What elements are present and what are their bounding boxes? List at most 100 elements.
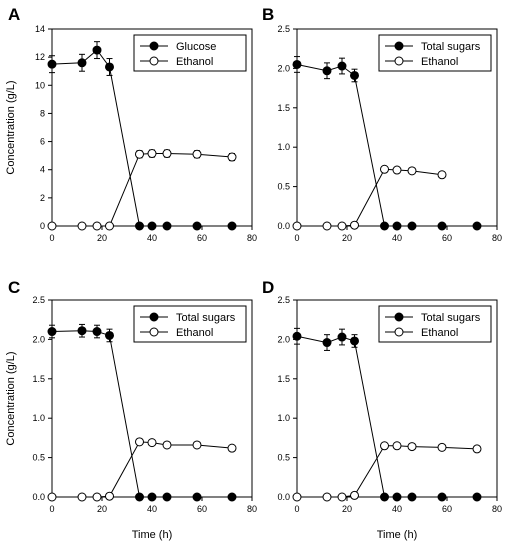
x-tick-label: 60 <box>197 233 207 243</box>
data-point-ethanol <box>162 440 172 450</box>
x-tick-label: 0 <box>49 233 54 243</box>
y-axis-title: Concentration (g/L) <box>5 351 17 445</box>
data-point-ethanol <box>135 437 144 447</box>
data-point-sugar <box>162 492 172 502</box>
x-tick-label: 20 <box>97 233 107 243</box>
data-point-sugar <box>77 58 87 68</box>
data-point-ethanol <box>322 221 332 231</box>
x-tick-label: 40 <box>147 233 157 243</box>
legend-label-sugar: Total sugars <box>176 312 236 324</box>
data-point-ethanol <box>472 444 482 454</box>
y-tick-label: 1.5 <box>277 374 290 384</box>
x-tick-label: 80 <box>247 233 257 243</box>
series-line-ethanol <box>297 445 478 498</box>
y-tick-label: 2.0 <box>277 63 290 73</box>
y-tick-label: 0.5 <box>277 182 290 192</box>
x-tick-label: 0 <box>49 504 54 514</box>
panel-label: A <box>8 5 20 24</box>
data-point-sugar <box>105 330 114 340</box>
y-tick-label: 1.0 <box>277 142 290 152</box>
data-point-ethanol <box>337 492 347 502</box>
data-point-ethanol <box>47 492 57 502</box>
y-tick-label: 10 <box>35 80 45 90</box>
y-tick-label: 14 <box>35 24 45 34</box>
data-point-ethanol <box>337 221 347 231</box>
y-tick-label: 0.0 <box>32 492 45 502</box>
panel-label: B <box>262 5 274 24</box>
data-point-sugar <box>92 327 102 337</box>
x-tick-label: 20 <box>342 504 352 514</box>
data-point-sugar <box>147 221 157 231</box>
data-point-ethanol <box>105 221 114 231</box>
data-point-sugar <box>105 62 114 72</box>
panel-label: C <box>8 278 20 297</box>
data-point-sugar <box>380 492 389 502</box>
data-point-ethanol <box>407 166 417 176</box>
data-point-sugar <box>337 61 347 71</box>
series-line-ethanol <box>52 153 233 227</box>
data-point-ethanol <box>192 440 202 450</box>
x-tick-label: 40 <box>392 504 402 514</box>
x-tick-label: 80 <box>492 504 502 514</box>
y-tick-label: 2 <box>40 193 45 203</box>
data-point-ethanol <box>92 221 102 231</box>
data-point-ethanol <box>292 492 302 502</box>
y-tick-label: 2.5 <box>32 295 45 305</box>
series-line-ethanol <box>52 441 233 498</box>
data-point-ethanol <box>135 149 144 159</box>
y-tick-label: 2.0 <box>277 334 290 344</box>
data-point-sugar <box>47 327 57 337</box>
data-point-sugar <box>192 221 202 231</box>
data-point-sugar <box>322 338 332 348</box>
y-axis-title: Concentration (g/L) <box>5 80 17 174</box>
data-point-sugar <box>227 221 237 231</box>
legend-marker-sugar <box>149 312 159 322</box>
y-tick-label: 8 <box>40 108 45 118</box>
x-axis-title: Time (h) <box>377 529 418 541</box>
data-point-ethanol <box>147 438 157 448</box>
x-tick-label: 60 <box>197 504 207 514</box>
x-tick-label: 60 <box>442 504 452 514</box>
series-line-ethanol <box>297 168 443 227</box>
legend-marker-ethanol <box>149 327 159 337</box>
y-tick-label: 2.0 <box>32 334 45 344</box>
data-point-ethanol <box>105 491 114 501</box>
data-point-sugar <box>472 221 482 231</box>
data-point-sugar <box>392 221 402 231</box>
x-tick-label: 20 <box>97 504 107 514</box>
data-point-sugar <box>472 492 482 502</box>
chart-panel-a: A 0 2 4 6 8 10 12 14 0 20 40 60 80 Concentration (g/L)… <box>5 5 257 243</box>
data-point-ethanol <box>227 152 237 162</box>
data-point-sugar <box>407 221 417 231</box>
data-point-sugar <box>135 221 144 231</box>
data-point-ethanol <box>92 492 102 502</box>
data-point-sugar <box>147 492 157 502</box>
data-point-sugar <box>292 59 302 69</box>
data-point-ethanol <box>380 164 389 174</box>
y-tick-label: 0.0 <box>277 492 290 502</box>
data-point-ethanol <box>322 492 332 502</box>
y-tick-label: 6 <box>40 137 45 147</box>
data-point-sugar <box>77 326 87 336</box>
x-tick-label: 80 <box>492 233 502 243</box>
data-point-ethanol <box>77 492 87 502</box>
data-point-sugar <box>380 221 389 231</box>
y-tick-label: 0.5 <box>277 453 290 463</box>
y-tick-label: 2.5 <box>277 295 290 305</box>
y-tick-label: 1.0 <box>32 413 45 423</box>
legend-marker-ethanol <box>394 56 404 66</box>
data-point-sugar <box>407 492 417 502</box>
x-tick-label: 0 <box>294 504 299 514</box>
data-point-ethanol <box>47 221 57 231</box>
data-point-ethanol <box>192 149 202 159</box>
data-point-ethanol <box>227 443 237 453</box>
legend-label-ethanol: Ethanol <box>421 327 458 339</box>
y-tick-label: 0.0 <box>277 221 290 231</box>
legend-marker-sugar <box>149 41 159 51</box>
chart-panel-c: C 0.0 0.5 1.0 1.5 2.0 2.5 0 20 40 60 80 Concentratio… <box>5 278 257 541</box>
data-point-ethanol <box>392 441 402 451</box>
y-tick-label: 1.5 <box>277 103 290 113</box>
data-point-sugar <box>337 332 347 342</box>
y-tick-label: 1.0 <box>277 413 290 423</box>
chart-panel-b: B 0.0 0.5 1.0 1.5 2.0 2.5 0 20 40 60 80 Total sugars… <box>262 5 502 243</box>
